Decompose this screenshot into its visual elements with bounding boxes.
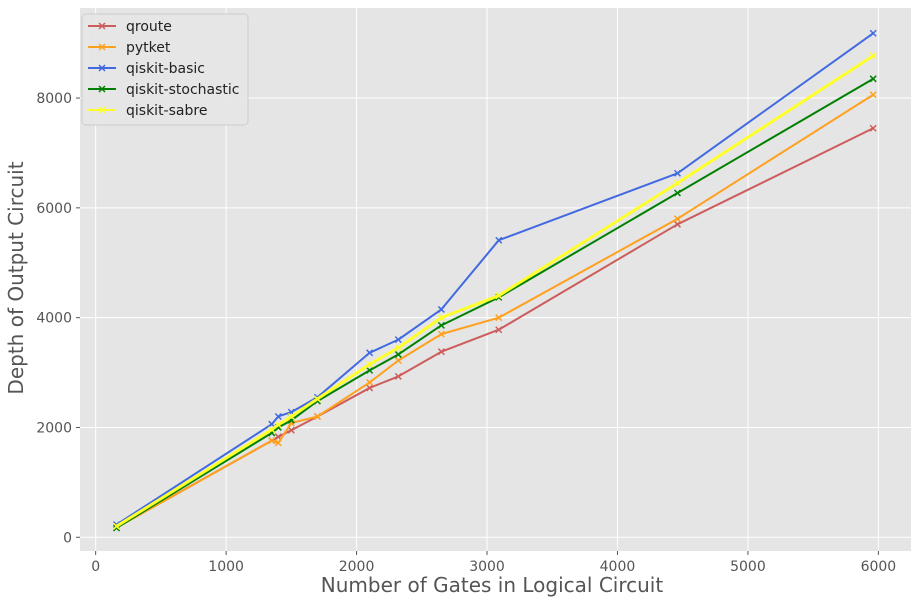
series-qiskit-sabre bbox=[112, 52, 877, 530]
data-point bbox=[394, 336, 402, 344]
legend-item: qiskit-stochastic bbox=[88, 82, 239, 98]
data-point bbox=[869, 124, 877, 132]
data-point bbox=[268, 426, 276, 434]
data-point bbox=[437, 305, 445, 313]
data-point bbox=[274, 412, 282, 421]
data-point bbox=[287, 426, 295, 434]
x-tick-label: 2000 bbox=[339, 559, 375, 575]
series-qiskit-basic bbox=[112, 29, 877, 529]
series-layer bbox=[112, 29, 877, 532]
legend: qroute pytket qiskit-basic qiskit-stochasti… bbox=[81, 13, 249, 126]
data-point bbox=[366, 349, 374, 357]
x-tick-label: 3000 bbox=[469, 559, 505, 575]
data-point bbox=[673, 189, 682, 197]
data-point bbox=[673, 179, 682, 187]
x-tick-label: 5000 bbox=[730, 559, 766, 575]
data-point bbox=[495, 292, 503, 300]
x-tick-label: 0 bbox=[91, 559, 100, 575]
data-point bbox=[869, 29, 877, 37]
data-point bbox=[869, 52, 877, 60]
data-point bbox=[394, 344, 402, 352]
data-point bbox=[366, 366, 374, 374]
y-tick-label: 0 bbox=[63, 530, 72, 546]
data-point bbox=[268, 437, 276, 445]
data-point bbox=[268, 420, 276, 428]
data-point bbox=[673, 220, 682, 228]
y-tick-label: 6000 bbox=[36, 201, 72, 217]
data-point bbox=[274, 421, 282, 429]
legend-item: qiskit-sabre bbox=[88, 103, 207, 119]
legend-label: qiskit-stochastic bbox=[126, 82, 239, 98]
legend-item: pytket bbox=[88, 40, 171, 56]
data-point bbox=[673, 215, 682, 223]
data-point bbox=[437, 314, 445, 322]
legend-marker bbox=[98, 22, 106, 30]
y-tick-labels: 0 2000 4000 6000 8000 bbox=[36, 91, 80, 546]
legend-marker bbox=[98, 106, 106, 114]
legend-label: qiskit-basic bbox=[126, 61, 205, 77]
y-tick-label: 8000 bbox=[36, 91, 72, 107]
x-tick-label: 4000 bbox=[600, 559, 636, 575]
data-point bbox=[495, 326, 503, 334]
data-point bbox=[437, 321, 445, 329]
y-tick-label: 4000 bbox=[36, 311, 72, 327]
data-point bbox=[394, 356, 402, 365]
data-point bbox=[673, 169, 682, 177]
data-point bbox=[394, 350, 402, 358]
x-tick-labels: 0 1000 2000 3000 4000 5000 6000 bbox=[91, 551, 896, 575]
data-point bbox=[495, 236, 503, 244]
data-point bbox=[313, 412, 321, 421]
legend-label: pytket bbox=[126, 40, 171, 56]
legend-box bbox=[81, 13, 249, 126]
data-point bbox=[437, 330, 445, 338]
legend-marker bbox=[98, 85, 106, 93]
data-point bbox=[112, 522, 121, 530]
legend-marker bbox=[98, 43, 106, 51]
data-point bbox=[313, 395, 321, 403]
data-point bbox=[437, 348, 445, 356]
y-tick-label: 2000 bbox=[36, 420, 72, 436]
data-point bbox=[366, 378, 374, 386]
data-point bbox=[366, 360, 374, 368]
x-tick-label: 1000 bbox=[208, 559, 244, 575]
data-point bbox=[274, 439, 282, 447]
data-point bbox=[869, 75, 877, 83]
data-point bbox=[287, 412, 295, 421]
legend-label: qroute bbox=[126, 19, 172, 35]
data-point bbox=[394, 372, 402, 380]
legend-marker bbox=[98, 64, 106, 72]
data-point bbox=[495, 314, 503, 322]
x-tick-label: 6000 bbox=[861, 559, 897, 575]
legend-item: qiskit-basic bbox=[88, 61, 205, 77]
data-point bbox=[869, 91, 877, 99]
y-axis-label: Depth of Output Circuit bbox=[4, 161, 28, 394]
legend-label: qiskit-sabre bbox=[126, 103, 207, 119]
x-axis-label: Number of Gates in Logical Circuit bbox=[321, 573, 664, 597]
data-point bbox=[366, 384, 374, 392]
legend-item: qroute bbox=[88, 19, 172, 35]
